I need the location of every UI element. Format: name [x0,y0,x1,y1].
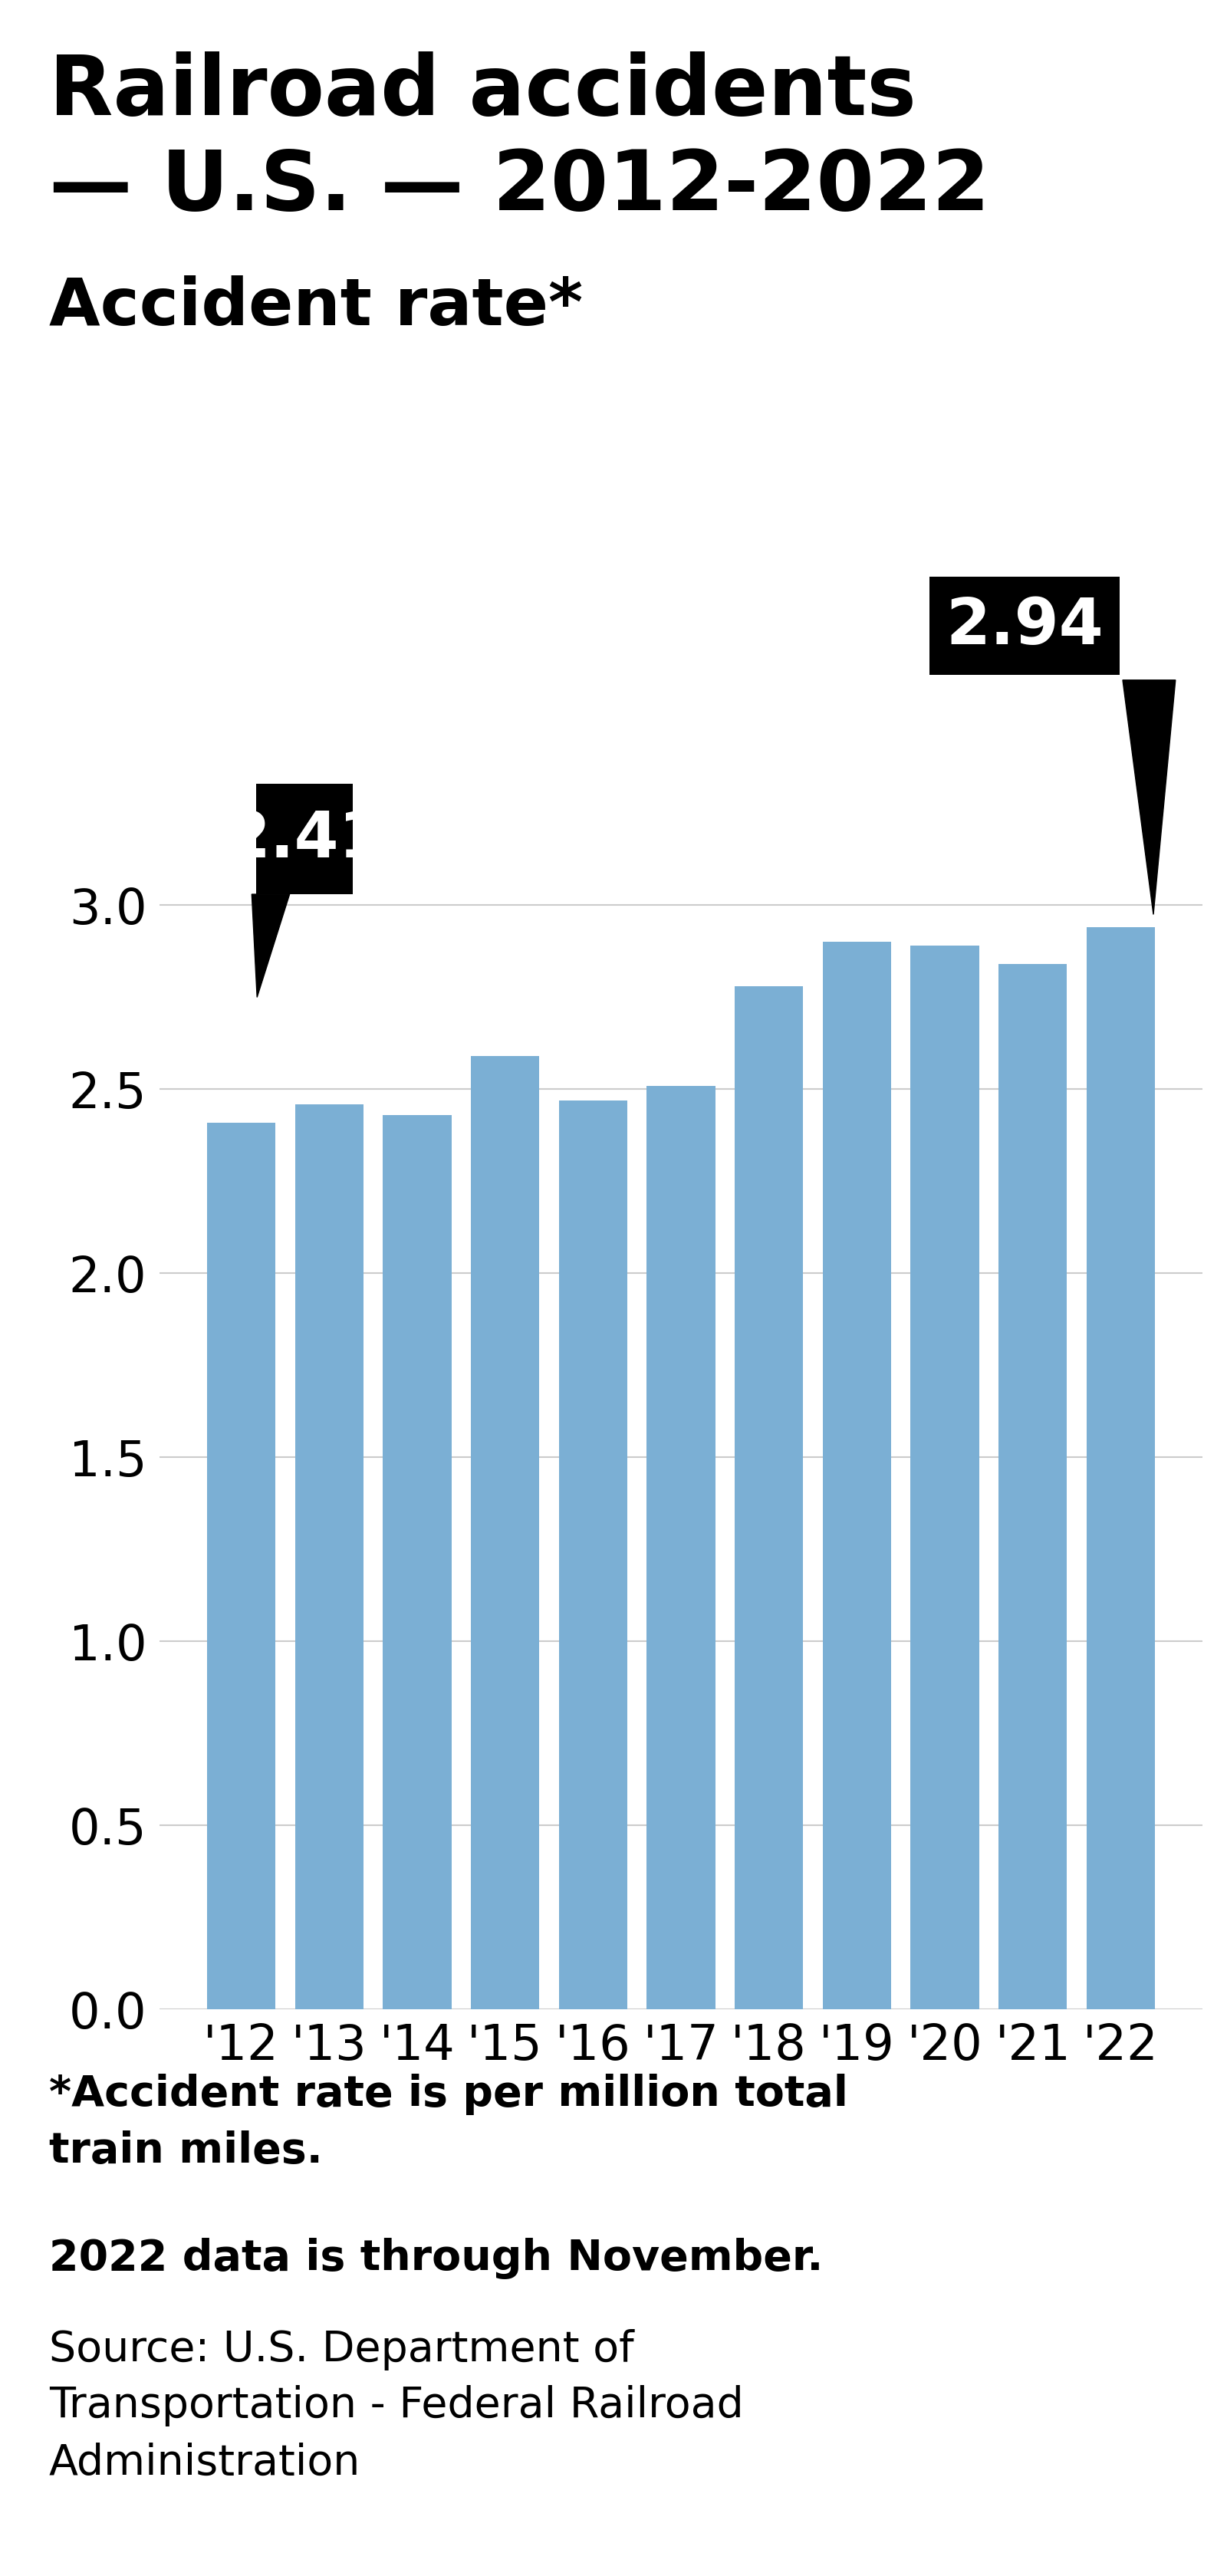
Bar [647,1084,715,2009]
Text: 2.94: 2.94 [946,595,1103,657]
Text: Transportation - Federal Railroad: Transportation - Federal Railroad [49,2385,744,2427]
Bar [1086,927,1155,2009]
Bar [999,963,1067,2009]
Bar [822,943,891,2009]
Bar [910,945,979,2009]
Bar [383,1115,452,2009]
Bar [294,1105,363,2009]
Text: Accident rate*: Accident rate* [49,276,583,340]
Polygon shape [252,894,290,997]
Bar [471,1056,540,2009]
Text: *Accident rate is per million total: *Accident rate is per million total [49,2074,848,2115]
Text: Administration: Administration [49,2442,361,2483]
Text: 2022 data is through November.: 2022 data is through November. [49,2239,823,2280]
Text: train miles.: train miles. [49,2130,323,2172]
Bar [735,987,804,2009]
Text: Railroad accidents: Railroad accidents [49,52,917,134]
Text: 2.41: 2.41 [226,809,383,871]
Text: — U.S. — 2012-2022: — U.S. — 2012-2022 [49,147,990,229]
Text: Source: U.S. Department of: Source: U.S. Department of [49,2329,634,2370]
FancyBboxPatch shape [256,783,353,894]
Bar [558,1100,627,2009]
Bar [207,1123,276,2009]
